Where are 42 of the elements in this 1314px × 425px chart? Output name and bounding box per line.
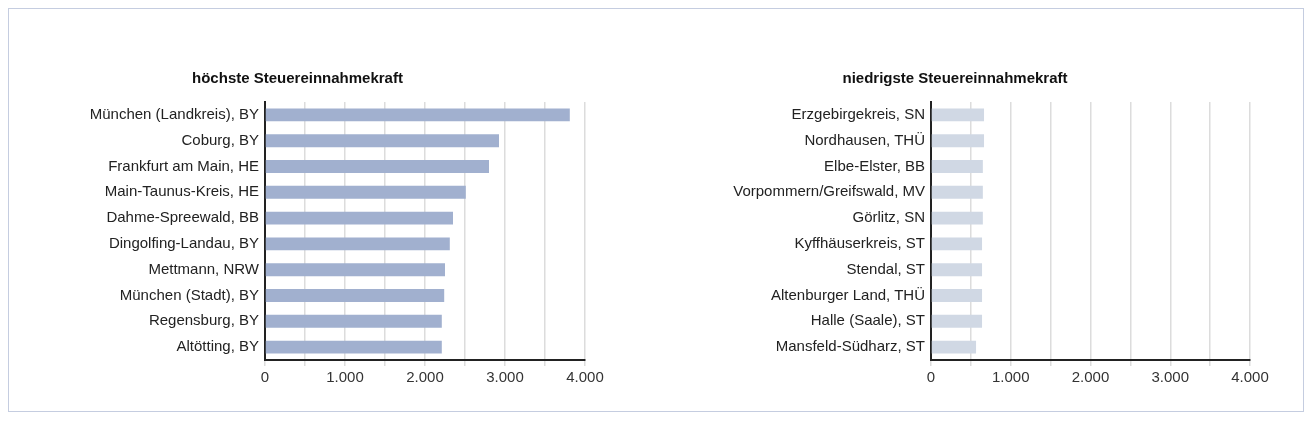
y-tick-label: Altenburger Land, THÜ [771, 285, 925, 303]
bar [265, 237, 450, 251]
bar [265, 263, 445, 277]
chart-title: höchste Steuereinnahmekraft [192, 69, 403, 87]
x-tick-label: 3.000 [1151, 368, 1190, 386]
y-tick-label: Nordhausen, THÜ [804, 130, 925, 148]
x-tick-label: 2.000 [406, 368, 444, 386]
bar [265, 289, 445, 302]
y-tick-label: Stendal, ST [846, 259, 925, 277]
bar [265, 134, 499, 148]
bar [265, 108, 570, 122]
x-tick-label: 4.000 [1231, 368, 1269, 386]
y-tick-label: Erzgebirgekreis, SN [791, 105, 925, 123]
bar [265, 160, 489, 173]
x-tick-label: 1.000 [326, 368, 364, 386]
bar [265, 185, 466, 199]
y-tick-label: München (Landkreis), BY [89, 105, 259, 123]
bar [265, 211, 453, 225]
y-tick-label: Coburg, BY [181, 130, 259, 148]
x-tick-label: 0 [260, 368, 270, 386]
y-tick-label: München (Stadt), BY [119, 285, 259, 303]
y-tick-label: Altötting, BY [176, 337, 259, 355]
chart-title: niedrigste Steuereinnahmekraft [842, 69, 1068, 87]
y-tick-label: Dingolfing-Landau, BY [108, 234, 259, 252]
x-tick-label: 1.000 [991, 368, 1030, 386]
x-tick-label: 0 [926, 368, 936, 386]
y-tick-label: Halle (Saale), ST [810, 311, 925, 329]
y-tick-label: Vorpommern/Greifswald, MV [733, 182, 925, 200]
y-tick-label: Elbe-Elster, BB [824, 156, 925, 174]
y-tick-label: Frankfurt am Main, HE [108, 156, 259, 174]
y-tick-label: Regensburg, BY [148, 311, 259, 329]
y-tick-label: Mansfeld-Südharz, ST [775, 337, 925, 355]
bar [265, 314, 442, 328]
x-tick-label: 2.000 [1071, 368, 1110, 386]
x-tick-label: 3.000 [486, 368, 524, 386]
y-tick-label: Görlitz, SN [852, 208, 925, 226]
y-tick-label: Dahme-Spreewald, BB [106, 208, 259, 226]
y-tick-label: Kyffhäuserkreis, ST [794, 234, 925, 252]
y-tick-label: Main-Taunus-Kreis, HE [104, 182, 259, 200]
y-tick-label: Mettmann, NRW [148, 259, 260, 277]
bar [265, 340, 442, 354]
x-tick-label: 4.000 [566, 368, 604, 386]
